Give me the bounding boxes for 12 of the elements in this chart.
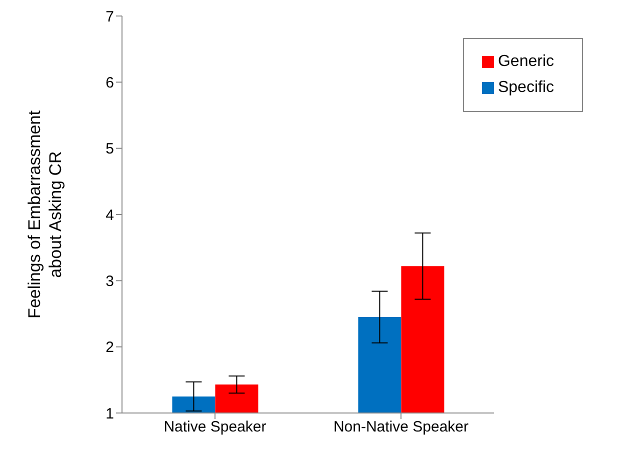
legend-label: Generic — [498, 53, 554, 70]
y-tick-label: 2 — [106, 339, 114, 356]
x-tick-label: Non-Native Speaker — [333, 418, 469, 436]
y-tick-label: 1 — [106, 405, 114, 422]
y-axis-title: Feelings of Embarrassment about Asking CR — [25, 110, 65, 318]
y-tick-label: 6 — [106, 74, 114, 92]
y-tick-label: 5 — [106, 140, 114, 158]
x-tick-label: Native Speaker — [164, 418, 266, 436]
y-tick-label: 7 — [106, 8, 114, 26]
y-tick-label: 4 — [106, 206, 114, 224]
y-tick-label: 3 — [106, 272, 114, 290]
legend-label: Specific — [498, 79, 554, 96]
